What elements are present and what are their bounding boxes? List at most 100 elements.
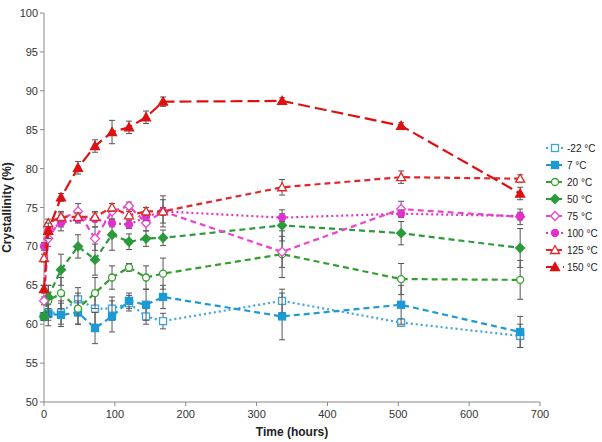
error-cap — [517, 299, 523, 300]
legend-marker — [552, 230, 559, 237]
error-cap — [75, 161, 81, 162]
data-point — [41, 313, 48, 320]
error-cap — [398, 183, 404, 184]
data-point — [91, 142, 100, 150]
error-cap — [398, 170, 404, 171]
legend: -22 °C 7 °C 20 °C 50 °C 75 °C 100 °C 125 °C 150… — [546, 143, 598, 273]
error-cap — [75, 324, 81, 325]
data-point — [92, 325, 99, 332]
data-point — [160, 293, 167, 300]
plot-area — [40, 96, 525, 347]
y-tick-label: 65 — [26, 279, 38, 291]
data-point — [397, 173, 406, 181]
legend-item: 50 °C — [546, 194, 592, 205]
x-tick-label: 400 — [318, 408, 336, 420]
error-cap — [517, 347, 523, 348]
y-tick — [40, 402, 44, 403]
data-point — [126, 264, 133, 271]
error-cap — [517, 199, 523, 200]
error-bar — [75, 293, 81, 324]
error-cap — [92, 226, 98, 227]
data-point — [125, 123, 134, 131]
data-point — [279, 313, 286, 320]
error-cap — [160, 313, 166, 314]
legend-item: 7 °C — [546, 160, 587, 171]
error-cap — [92, 139, 98, 140]
data-point — [517, 328, 524, 335]
series — [41, 288, 524, 348]
y-tick — [40, 90, 44, 91]
data-point — [58, 290, 65, 297]
error-cap — [398, 244, 404, 245]
data-point — [517, 213, 524, 220]
error-bar — [398, 264, 404, 295]
data-point — [45, 227, 52, 234]
error-cap — [75, 324, 81, 325]
error-cap — [279, 277, 285, 278]
error-cap — [160, 106, 166, 107]
error-bar — [143, 289, 149, 320]
error-cap — [75, 203, 81, 204]
legend-marker — [551, 263, 560, 271]
series — [41, 208, 524, 251]
series — [40, 210, 525, 321]
legend-item: 125 °C — [546, 245, 598, 256]
legend-label: 125 °C — [567, 245, 598, 256]
y-tick-label: 85 — [26, 124, 38, 136]
series-line — [44, 211, 520, 246]
error-cap — [109, 331, 115, 332]
error-bar — [92, 313, 98, 344]
y-tick — [40, 207, 44, 208]
error-cap — [109, 289, 115, 290]
legend-item: -22 °C — [546, 143, 595, 154]
error-bar — [126, 295, 132, 311]
error-bar — [160, 258, 166, 289]
error-cap — [45, 308, 51, 309]
x-tick — [114, 402, 115, 406]
y-tick-label: 60 — [26, 318, 38, 330]
error-cap — [279, 179, 285, 180]
data-point — [278, 183, 287, 191]
legend-label: 150 °C — [567, 262, 598, 273]
series-line — [44, 225, 520, 316]
legend-marker — [551, 212, 560, 221]
error-cap — [279, 293, 285, 294]
legend-marker — [552, 162, 559, 169]
x-tick — [44, 402, 45, 406]
data-point — [92, 290, 99, 297]
error-cap — [160, 258, 166, 259]
data-point — [516, 212, 525, 221]
data-point — [126, 221, 133, 228]
error-cap — [143, 246, 149, 247]
data-point — [125, 211, 134, 219]
error-cap — [92, 275, 98, 276]
data-point — [40, 296, 49, 305]
error-cap — [126, 233, 132, 234]
error-cap — [143, 265, 149, 266]
error-cap — [58, 254, 64, 255]
data-point — [279, 214, 286, 221]
error-cap — [92, 343, 98, 344]
x-tick-label: 200 — [177, 408, 195, 420]
error-cap — [398, 324, 404, 325]
data-point — [57, 212, 66, 220]
y-axis-title: Crystallinity (%) — [0, 162, 14, 253]
legend-item: 100 °C — [546, 228, 598, 239]
error-cap — [109, 120, 115, 121]
data-point — [74, 163, 83, 171]
error-cap — [398, 294, 404, 295]
error-bar — [517, 209, 523, 225]
error-cap — [279, 267, 285, 268]
error-cap — [160, 308, 166, 309]
data-point — [160, 270, 167, 277]
error-cap — [143, 123, 149, 124]
legend-item: 20 °C — [546, 177, 592, 188]
data-point — [516, 243, 525, 252]
error-cap — [109, 265, 115, 266]
legend-label: 75 °C — [567, 211, 592, 222]
legend-marker — [552, 145, 559, 152]
error-bar — [109, 266, 115, 289]
legend-label: 7 °C — [567, 160, 587, 171]
error-cap — [517, 347, 523, 348]
data-point — [142, 113, 151, 121]
